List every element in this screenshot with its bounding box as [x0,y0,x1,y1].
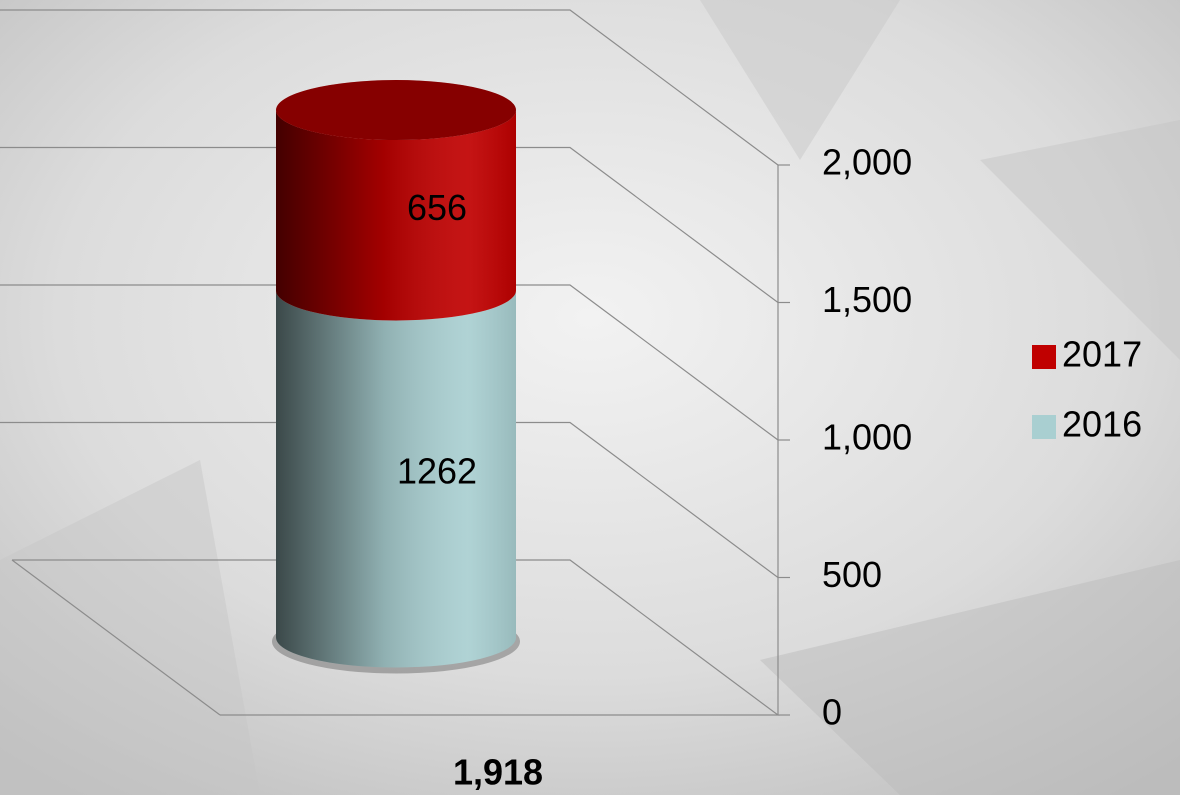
y-tick-label: 2,000 [822,142,912,183]
grid-line [0,421,779,578]
y-tick-label: 1,000 [822,417,912,458]
legend-label: 2017 [1062,334,1142,375]
y-tick-label: 0 [822,692,842,733]
grid-line [0,284,779,441]
data-label: 656 [407,187,467,228]
x-tick-label: 1,918 [453,752,543,793]
cylinder-cap-shade [276,80,516,141]
legend-label: 2016 [1062,404,1142,445]
data-label: 1262 [397,450,477,491]
bg-shape [980,120,1180,360]
cylinder-shade [276,290,516,668]
bg-shape [700,0,900,160]
legend-swatch [1032,345,1056,369]
legend-swatch [1032,415,1056,439]
bg-shape [760,560,1180,795]
floor-line [11,559,221,716]
y-tick-label: 1,500 [822,279,912,320]
bg-shape [0,460,260,795]
grid-line [0,146,779,303]
cylinder-cap [276,80,516,141]
cylinder-shade [276,110,516,321]
grid-line [0,9,779,166]
y-tick-label: 500 [822,554,882,595]
